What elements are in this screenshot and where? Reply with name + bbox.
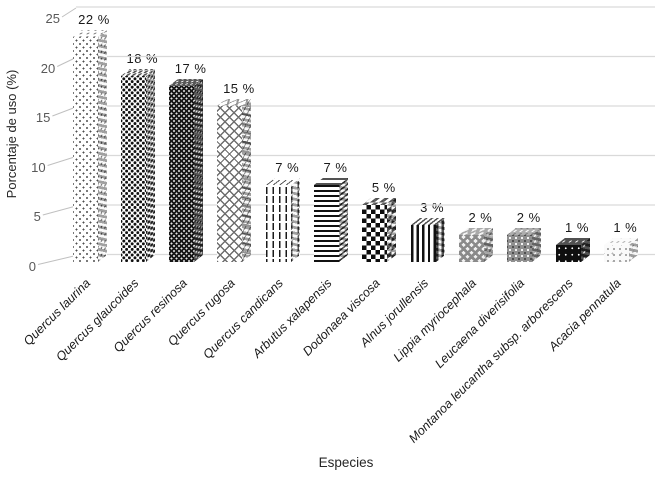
bar-side-quercus-candicans	[290, 178, 300, 262]
bar-value-label-leucaena-diverisifolia: 2 %	[516, 209, 541, 225]
y-tick-connector-10	[47, 156, 77, 166]
y-tick-connector-25	[61, 7, 77, 18]
bar-side-arbutus-xalapensis	[339, 178, 348, 262]
y-tick-label-25: 25	[45, 11, 60, 26]
bar-arbutus-xalapensis	[314, 185, 339, 262]
bar-value-label-arbutus-xalapensis: 7 %	[323, 160, 348, 176]
bar-value-label-quercus-glaucoides: 18 %	[126, 51, 159, 67]
y-tick-connector-15	[52, 106, 77, 117]
bar-side-quercus-resinosa	[194, 79, 204, 262]
bar-montanoa-leucantha-subsp-arborescens	[555, 244, 581, 262]
bar-value-label-dodonaea-viscosa: 5 %	[371, 180, 396, 195]
bar-quercus-candicans	[265, 185, 291, 262]
y-tick-label-10: 10	[31, 159, 46, 175]
y-tick-label-0: 0	[28, 258, 36, 274]
bar-value-label-alnus-jorullensis: 3 %	[420, 199, 445, 215]
y-tick-connector-0	[37, 255, 77, 265]
bar-quercus-resinosa	[169, 86, 195, 262]
bar-leucaena-diverisifolia	[507, 234, 533, 262]
bar-lippia-myriocephala	[458, 234, 484, 262]
bar-value-label-quercus-resinosa: 17 %	[174, 61, 207, 77]
bar-value-label-acacia-pennatula: 1 %	[613, 219, 638, 235]
bar-quercus-laurina	[72, 36, 98, 262]
bar-side-alnus-jorullensis	[435, 217, 445, 262]
bar-value-label-lippia-myriocephala: 2 %	[468, 209, 493, 225]
y-tick-label-20: 20	[40, 60, 56, 76]
bar-dodonaea-viscosa	[362, 205, 388, 262]
bar-quercus-glaucoides	[120, 76, 146, 262]
y-tick-label-15: 15	[35, 110, 51, 125]
bar-side-quercus-glaucoides	[145, 69, 155, 262]
bar-value-label-montanoa-leucantha-subsp-arborescens: 1 %	[565, 219, 589, 235]
bar-value-label-quercus-rugosa: 15 %	[223, 81, 255, 96]
bar-value-label-quercus-laurina: 22 %	[78, 11, 110, 27]
y-tick-label-5: 5	[33, 209, 41, 224]
x-axis-title: Especies	[318, 455, 374, 470]
bar-side-quercus-laurina	[97, 29, 107, 262]
bar-quercus-rugosa	[217, 106, 243, 262]
bar-acacia-pennatula	[603, 244, 629, 262]
bar-side-dodonaea-viscosa	[387, 197, 397, 262]
y-tick-connector-5	[42, 205, 77, 216]
bar-value-label-quercus-candicans: 7 %	[275, 160, 300, 176]
bar-side-quercus-rugosa	[242, 98, 252, 263]
bar-alnus-jorullensis	[410, 224, 436, 262]
